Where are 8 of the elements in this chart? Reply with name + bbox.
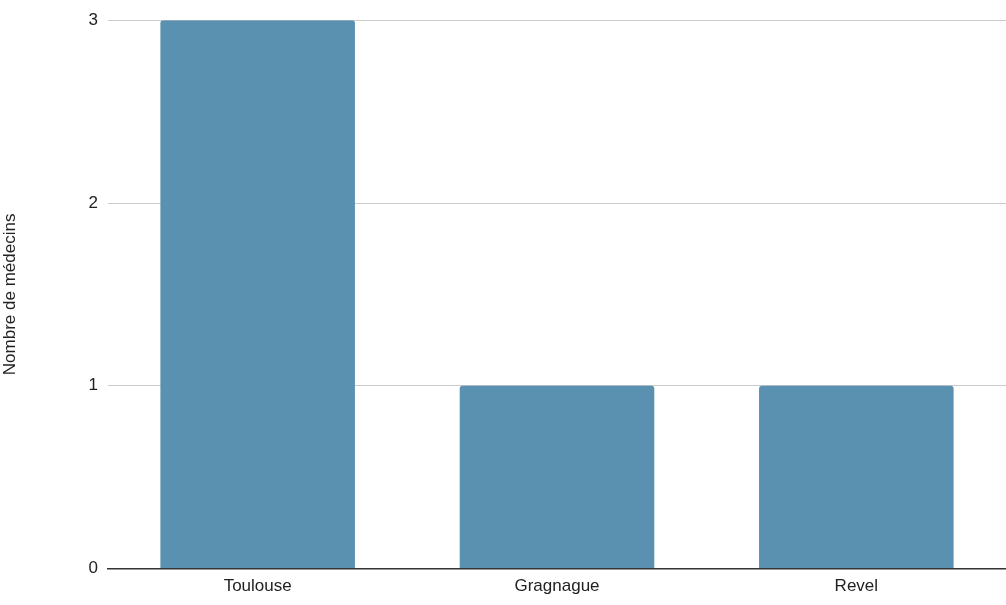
x-tick-label: Revel <box>834 576 879 596</box>
x-tick-label: Gragnague <box>514 576 600 596</box>
y-axis-title: Nombre de médecins <box>0 213 19 376</box>
y-tick-label: 1 <box>88 375 98 395</box>
y-tick-label: 0 <box>88 558 98 578</box>
x-tick-label: Toulouse <box>223 576 292 596</box>
y-tick-label: 2 <box>88 192 98 212</box>
y-tick-label: 3 <box>88 9 98 29</box>
